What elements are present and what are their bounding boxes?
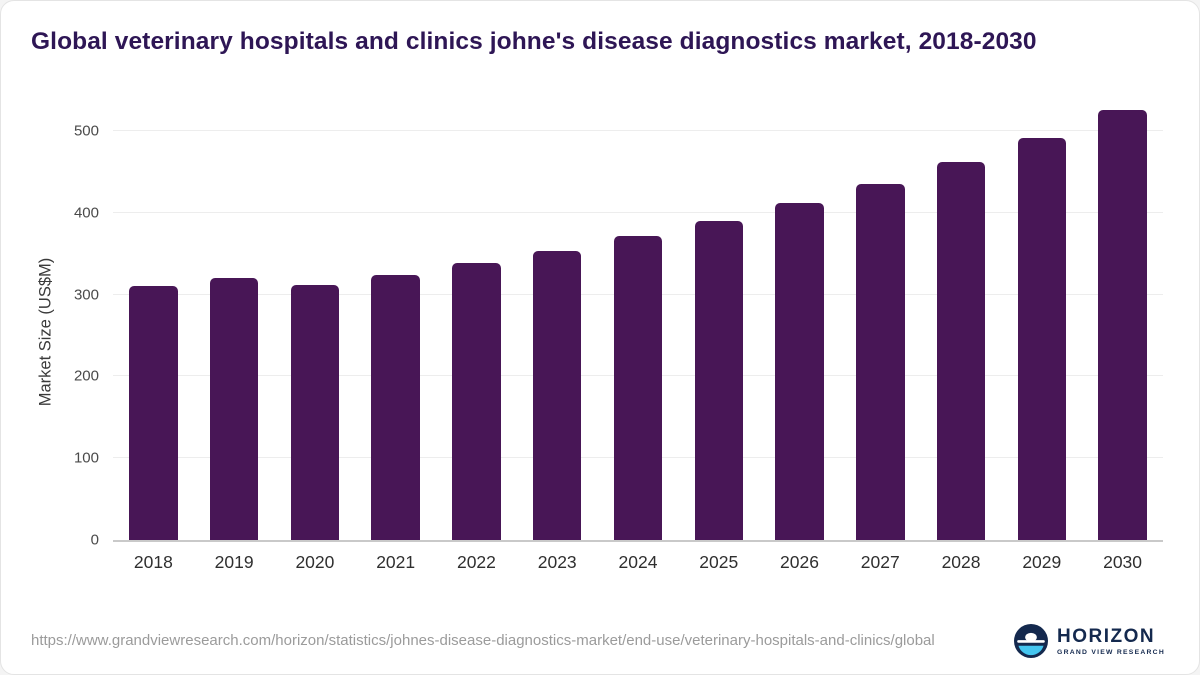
- bar-2019: [209, 278, 259, 540]
- x-tick-label: 2018: [133, 552, 173, 572]
- x-tick-label: 2023: [537, 552, 577, 572]
- bar-2026: [775, 202, 824, 540]
- bar-2020: [290, 284, 340, 540]
- gridline: [113, 129, 1163, 131]
- bar-slot: [921, 90, 1002, 540]
- x-tick-label: 2027: [860, 552, 900, 572]
- bars-row: [113, 90, 1163, 540]
- bar-slot: [517, 90, 598, 540]
- y-tick-label: 400: [73, 204, 99, 222]
- bar-slot: [113, 90, 194, 540]
- source-url: https://www.grandviewresearch.com/horizo…: [31, 632, 935, 650]
- x-tick-label: 2029: [1022, 552, 1062, 572]
- bar-2024: [613, 236, 663, 540]
- x-tick-label: 2022: [456, 552, 496, 572]
- x-tick-label: 2021: [376, 552, 416, 572]
- bar-2022: [452, 263, 501, 540]
- bar-chart: Market Size (US$M) 0 100 200 300 400 500 2018…: [37, 90, 1163, 573]
- logo-subtitle: GRAND VIEW RESEARCH: [1057, 648, 1165, 656]
- footer: https://www.grandviewresearch.com/horizo…: [1, 608, 1199, 674]
- bar-2025: [694, 220, 743, 540]
- bar-2023: [532, 251, 582, 540]
- bar-slot: [1082, 90, 1163, 540]
- bar-2021: [371, 274, 420, 540]
- bar-slot: [678, 90, 759, 540]
- logo-text: HORIZON GRAND VIEW RESEARCH: [1057, 627, 1165, 656]
- y-tick-label: 500: [73, 122, 99, 140]
- bar-slot: [436, 90, 517, 540]
- logo-title: HORIZON: [1057, 625, 1156, 647]
- bar-2018: [129, 286, 178, 540]
- bar-slot: [840, 90, 921, 540]
- x-tick-label: 2025: [699, 552, 739, 572]
- y-tick-label: 300: [73, 286, 99, 304]
- bar-slot: [355, 90, 436, 540]
- y-tick-label: 200: [73, 367, 99, 385]
- bar-2027: [856, 184, 905, 540]
- gridline: [113, 211, 1163, 213]
- horizon-logo: HORIZON GRAND VIEW RESEARCH: [1014, 624, 1165, 658]
- y-tick-label: 100: [73, 449, 99, 467]
- bar-2029: [1017, 138, 1067, 540]
- bar-2030: [1098, 109, 1147, 540]
- bar-slot: [194, 90, 275, 540]
- x-tick-label: 2026: [780, 552, 819, 572]
- plot-area: 0 100 200 300 400 500: [74, 90, 1163, 549]
- page-title: Global veterinary hospitals and clinics …: [31, 28, 1037, 55]
- bar-2028: [936, 162, 986, 540]
- x-tick-label: 2020: [295, 552, 335, 572]
- bar-slot: [1001, 90, 1082, 540]
- horizon-logo-icon: [1014, 624, 1049, 658]
- x-tick-label: 2024: [618, 552, 658, 572]
- x-tick-label: 2019: [214, 552, 254, 572]
- x-tick-label: 2030: [1103, 552, 1143, 572]
- bar-slot: [598, 90, 679, 540]
- y-tick-label: 0: [90, 531, 99, 549]
- bar-slot: [275, 90, 356, 540]
- x-tick-label: 2028: [941, 552, 981, 572]
- bar-slot: [759, 90, 840, 540]
- x-axis-labels: 2018 2019 2020 2021 2022 2023 2024 2025 2026 2027…: [113, 552, 1163, 573]
